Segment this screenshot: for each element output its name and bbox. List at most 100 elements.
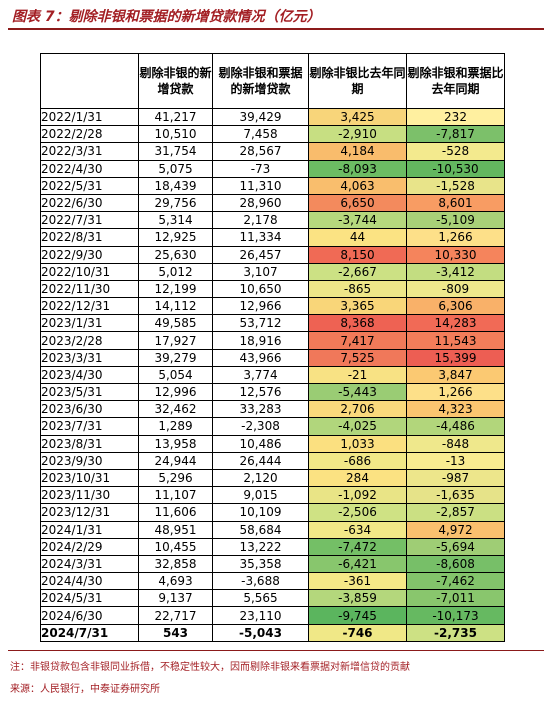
cell-new-loans-ex-nonbank: 41,217 — [138, 107, 213, 127]
cell-new-loans-ex-nonbank-bills: 12,966 — [212, 297, 309, 316]
table-row: 2023/3/31 39,279 43,966 7,525 15,399 — [40, 348, 505, 367]
table-row: 2022/8/31 12,925 11,334 44 1,266 — [40, 228, 505, 247]
cell-yoy-ex-nonbank-bills: 6,306 — [406, 297, 505, 316]
cell-date: 2023/6/30 — [40, 400, 139, 419]
cell-date: 2022/8/31 — [40, 228, 139, 247]
cell-new-loans-ex-nonbank: 29,756 — [138, 193, 213, 213]
cell-date: 2022/4/30 — [40, 159, 139, 178]
cell-yoy-ex-nonbank: -361 — [308, 572, 407, 591]
cell-yoy-ex-nonbank-bills: -8,608 — [406, 554, 505, 574]
cell-new-loans-ex-nonbank: 31,754 — [138, 142, 213, 161]
cell-new-loans-ex-nonbank-bills: 18,916 — [212, 331, 309, 350]
table-row: 2023/11/30 11,107 9,015 -1,092 -1,635 — [40, 486, 505, 505]
cell-yoy-ex-nonbank-bills: 8,601 — [406, 193, 505, 213]
cell-date: 2022/3/31 — [40, 142, 139, 161]
figure-title: 图表 7：剔除非银和票据的新增贷款情况（亿元） — [12, 9, 321, 25]
cell-yoy-ex-nonbank: -3,859 — [308, 589, 407, 608]
notes-section: 注：非银贷款包含非银同业拆借，不稳定性较大，因而剔除非银来看票据对新增信贷的贡献… — [8, 650, 544, 701]
cell-yoy-ex-nonbank: 1,033 — [308, 434, 407, 453]
cell-new-loans-ex-nonbank-bills: -73 — [212, 159, 309, 178]
cell-yoy-ex-nonbank: 6,650 — [308, 193, 407, 213]
table-row: 2023/4/30 5,054 3,774 -21 3,847 — [40, 365, 505, 385]
loan-table: 剔除非银的新增贷款 剔除非银和票据的新增贷款 剔除非银比去年同期 剔除非银和票据… — [40, 53, 505, 642]
header-new-loans-ex-nonbank-bills: 剔除非银和票据的新增贷款 — [212, 53, 309, 109]
cell-yoy-ex-nonbank: 2,706 — [308, 400, 407, 419]
cell-new-loans-ex-nonbank-bills: 9,015 — [212, 486, 309, 505]
cell-yoy-ex-nonbank: -9,745 — [308, 606, 407, 625]
cell-yoy-ex-nonbank-bills: -5,694 — [406, 537, 505, 556]
cell-new-loans-ex-nonbank: 12,925 — [138, 228, 213, 247]
cell-yoy-ex-nonbank-bills: 232 — [406, 107, 505, 127]
cell-new-loans-ex-nonbank-bills: 3,774 — [212, 365, 309, 385]
cell-yoy-ex-nonbank: -2,910 — [308, 125, 407, 144]
cell-yoy-ex-nonbank: -634 — [308, 520, 407, 539]
cell-new-loans-ex-nonbank-bills: 7,458 — [212, 125, 309, 144]
cell-new-loans-ex-nonbank-bills: 2,120 — [212, 468, 309, 488]
cell-yoy-ex-nonbank: -8,093 — [308, 159, 407, 178]
cell-yoy-ex-nonbank: -7,472 — [308, 537, 407, 556]
table-row: 2024/4/30 4,693 -3,688 -361 -7,462 — [40, 572, 505, 591]
cell-yoy-ex-nonbank-bills: 3,847 — [406, 365, 505, 385]
cell-yoy-ex-nonbank: 4,184 — [308, 142, 407, 161]
cell-date: 2024/4/30 — [40, 572, 139, 591]
cell-yoy-ex-nonbank: -6,421 — [308, 554, 407, 574]
cell-new-loans-ex-nonbank-bills: 5,565 — [212, 589, 309, 608]
cell-new-loans-ex-nonbank: 11,107 — [138, 486, 213, 505]
cell-new-loans-ex-nonbank: 48,951 — [138, 520, 213, 539]
cell-new-loans-ex-nonbank-bills: -2,308 — [212, 417, 309, 436]
cell-new-loans-ex-nonbank: 25,630 — [138, 245, 213, 264]
table-row: 2023/7/31 1,289 -2,308 -4,025 -4,486 — [40, 417, 505, 436]
cell-date: 2024/1/31 — [40, 520, 139, 539]
table-row: 2023/6/30 32,462 33,283 2,706 4,323 — [40, 400, 505, 419]
cell-new-loans-ex-nonbank-bills: 28,567 — [212, 142, 309, 161]
cell-yoy-ex-nonbank: -2,667 — [308, 262, 407, 281]
cell-new-loans-ex-nonbank-bills: 10,650 — [212, 279, 309, 299]
table-row: 2022/1/31 41,217 39,429 3,425 232 — [40, 107, 505, 127]
table-row: 2023/8/31 13,958 10,486 1,033 -848 — [40, 434, 505, 453]
cell-new-loans-ex-nonbank: 5,314 — [138, 211, 213, 230]
figure-title-bar: 图表 7：剔除非银和票据的新增贷款情况（亿元） — [8, 4, 544, 30]
cell-date: 2022/1/31 — [40, 107, 139, 127]
header-yoy-ex-nonbank: 剔除非银比去年同期 — [308, 53, 407, 109]
cell-yoy-ex-nonbank-bills: -3,412 — [406, 262, 505, 281]
table-row: 2024/6/30 22,717 23,110 -9,745 -10,173 — [40, 606, 505, 625]
cell-yoy-ex-nonbank: -3,744 — [308, 211, 407, 230]
cell-new-loans-ex-nonbank-bills: 11,310 — [212, 176, 309, 195]
cell-new-loans-ex-nonbank: 1,289 — [138, 417, 213, 436]
cell-date: 2024/6/30 — [40, 606, 139, 625]
cell-new-loans-ex-nonbank: 17,927 — [138, 331, 213, 350]
header-new-loans-ex-nonbank: 剔除非银的新增贷款 — [138, 53, 213, 109]
cell-new-loans-ex-nonbank-bills: 10,486 — [212, 434, 309, 453]
cell-yoy-ex-nonbank: -686 — [308, 451, 407, 470]
cell-new-loans-ex-nonbank: 49,585 — [138, 314, 213, 333]
cell-new-loans-ex-nonbank-bills: 26,457 — [212, 245, 309, 264]
cell-yoy-ex-nonbank-bills: -10,530 — [406, 159, 505, 178]
cell-date: 2024/7/31 — [40, 623, 139, 642]
cell-yoy-ex-nonbank: 284 — [308, 468, 407, 488]
cell-date: 2022/11/30 — [40, 279, 139, 299]
cell-yoy-ex-nonbank: 7,417 — [308, 331, 407, 350]
cell-date: 2023/7/31 — [40, 417, 139, 436]
cell-new-loans-ex-nonbank: 32,858 — [138, 554, 213, 574]
table-body: 2022/1/31 41,217 39,429 3,425 232 2022/2/28 10… — [40, 107, 505, 642]
cell-date: 2022/6/30 — [40, 193, 139, 213]
cell-date: 2023/8/31 — [40, 434, 139, 453]
cell-date: 2023/1/31 — [40, 314, 139, 333]
table-row: 2023/1/31 49,585 53,712 8,368 14,283 — [40, 314, 505, 333]
table-row: 2022/5/31 18,439 11,310 4,063 -1,528 — [40, 176, 505, 195]
cell-new-loans-ex-nonbank: 10,510 — [138, 125, 213, 144]
cell-new-loans-ex-nonbank-bills: 2,178 — [212, 211, 309, 230]
cell-yoy-ex-nonbank-bills: -13 — [406, 451, 505, 470]
cell-new-loans-ex-nonbank-bills: 58,684 — [212, 520, 309, 539]
table-row: 2024/7/31 543 -5,043 -746 -2,735 — [40, 623, 505, 642]
cell-new-loans-ex-nonbank-bills: 39,429 — [212, 107, 309, 127]
cell-date: 2023/2/28 — [40, 331, 139, 350]
cell-yoy-ex-nonbank-bills: -7,462 — [406, 572, 505, 591]
cell-yoy-ex-nonbank: 7,525 — [308, 348, 407, 367]
cell-new-loans-ex-nonbank: 24,944 — [138, 451, 213, 470]
footnote: 注：非银贷款包含非银同业拆借，不稳定性较大，因而剔除非银来看票据对新增信贷的贡献 — [10, 662, 410, 673]
cell-date: 2024/5/31 — [40, 589, 139, 608]
table-row: 2022/3/31 31,754 28,567 4,184 -528 — [40, 142, 505, 161]
cell-yoy-ex-nonbank: -5,443 — [308, 382, 407, 402]
cell-yoy-ex-nonbank-bills: -987 — [406, 468, 505, 488]
